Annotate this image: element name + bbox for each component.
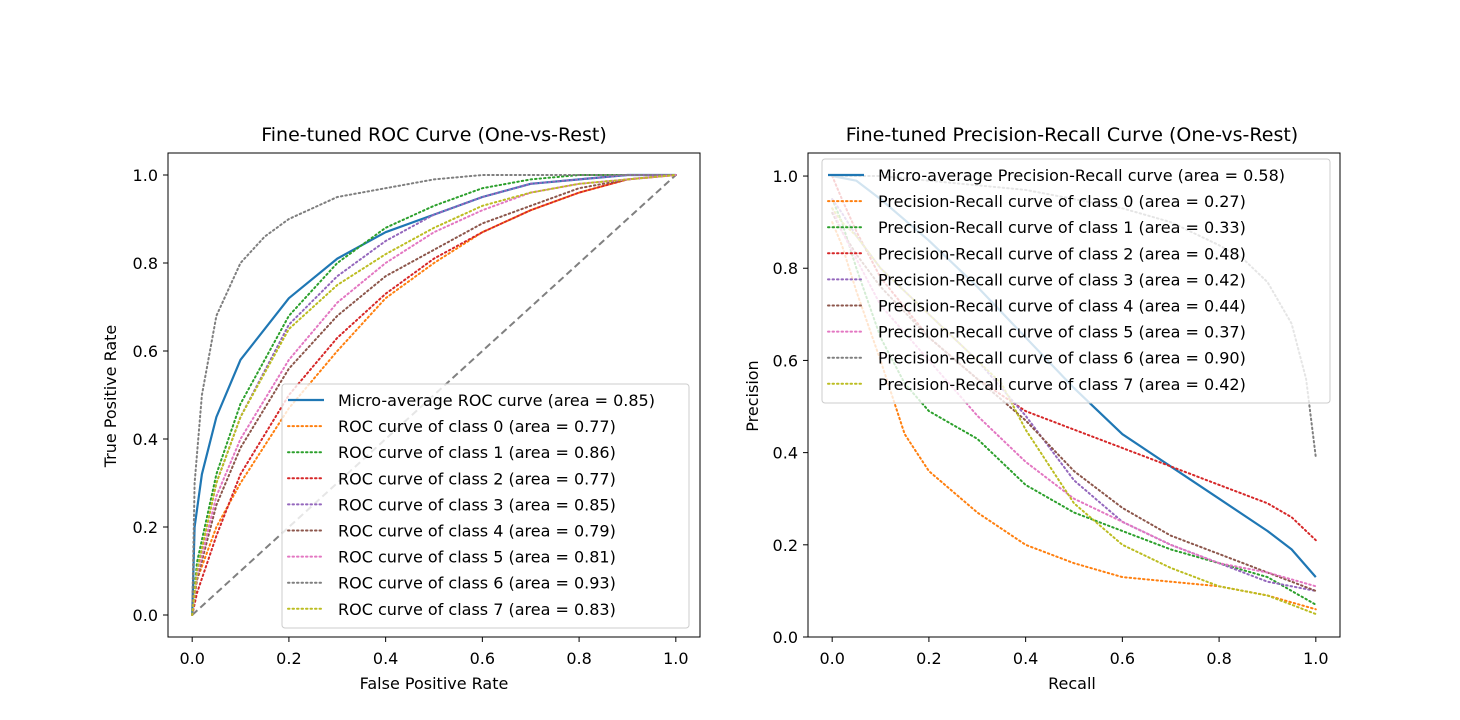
pr-series-line-8: [831, 207, 1317, 615]
pr-x-tick-label: 0.4: [1013, 649, 1038, 668]
roc-series-line-5: [191, 174, 677, 616]
roc-legend: Micro-average ROC curve (area = 0.85) ROC…: [281, 383, 690, 629]
pr-chart: Fine-tuned Precision-Recall Curve (One-v…: [743, 124, 1341, 693]
pr-series-line-5: [831, 211, 1317, 592]
pr-axes-frame: [807, 152, 1341, 638]
pr-legend-box: [821, 158, 1331, 404]
roc-legend-label: ROC curve of class 4 (area = 0.79): [338, 522, 616, 541]
roc-series-line-7: [191, 174, 677, 616]
pr-y-tick-label: 0.6: [773, 351, 798, 370]
pr-y-tick-label: 0.0: [773, 628, 798, 647]
pr-legend-label: Precision-Recall curve of class 1 (area …: [878, 218, 1246, 237]
pr-x-tick-label: 1.0: [1303, 649, 1328, 668]
roc-legend-label: ROC curve of class 7 (area = 0.83): [338, 600, 616, 619]
pr-legend-label: Precision-Recall curve of class 5 (area …: [878, 323, 1246, 342]
pr-legend-label: Precision-Recall curve of class 4 (area …: [878, 297, 1246, 316]
roc-axes-frame: [167, 152, 701, 638]
pr-legend-label: Micro-average Precision-Recall curve (ar…: [878, 166, 1285, 185]
roc-y-axis-label: True Positive Rate: [101, 325, 120, 469]
roc-series-line-8: [191, 174, 677, 616]
roc-y-tick-label: 0.0: [133, 606, 158, 625]
pr-legend-label: Precision-Recall curve of class 0 (area …: [878, 192, 1246, 211]
pr-chart-title: Fine-tuned Precision-Recall Curve (One-v…: [846, 124, 1298, 146]
roc-y-tick-label: 0.2: [133, 518, 158, 537]
roc-x-axis-label: False Positive Rate: [360, 674, 509, 693]
roc-series-line-1: [191, 174, 677, 616]
roc-x-tick-label: 1.0: [663, 649, 688, 668]
pr-legend-label: Precision-Recall curve of class 2 (area …: [878, 244, 1246, 263]
pr-legend-label: Precision-Recall curve of class 7 (area …: [878, 375, 1246, 394]
roc-x-tick-label: 0.6: [470, 649, 495, 668]
roc-legend-label: Micro-average ROC curve (area = 0.85): [338, 391, 655, 410]
pr-y-axis-label: Precision: [743, 360, 762, 431]
pr-legend-label: Precision-Recall curve of class 3 (area …: [878, 270, 1246, 289]
roc-legend-label: ROC curve of class 0 (area = 0.77): [338, 417, 616, 436]
roc-series-line-3: [191, 174, 677, 616]
pr-y-tick-label: 0.2: [773, 536, 798, 555]
pr-y-tick-label: 1.0: [773, 167, 798, 186]
pr-legend: Micro-average Precision-Recall curve (ar…: [821, 158, 1331, 404]
roc-legend-label: ROC curve of class 2 (area = 0.77): [338, 469, 616, 488]
roc-legend-box: [281, 383, 690, 629]
roc-x-tick-label: 0.0: [179, 649, 204, 668]
roc-diagonal-line: [191, 174, 677, 616]
roc-y-tick-label: 0.4: [133, 430, 158, 449]
pr-y-tick-label: 0.8: [773, 259, 798, 278]
roc-x-tick-label: 0.2: [276, 649, 301, 668]
pr-x-tick-label: 0.8: [1206, 649, 1231, 668]
roc-x-tick-label: 0.4: [373, 649, 398, 668]
roc-x-tick-label: 0.8: [566, 649, 591, 668]
roc-chart-title: Fine-tuned ROC Curve (One-vs-Rest): [261, 124, 607, 146]
roc-legend-label: ROC curve of class 5 (area = 0.81): [338, 548, 616, 567]
pr-x-axis-label: Recall: [1048, 674, 1096, 693]
roc-legend-label: ROC curve of class 6 (area = 0.93): [338, 574, 616, 593]
roc-chart: Fine-tuned ROC Curve (One-vs-Rest) False…: [101, 124, 701, 693]
roc-y-tick-label: 0.8: [133, 254, 158, 273]
pr-legend-label: Precision-Recall curve of class 6 (area …: [878, 349, 1246, 368]
roc-y-tick-label: 1.0: [133, 166, 158, 185]
pr-x-tick-label: 0.0: [819, 649, 844, 668]
pr-x-tick-label: 0.6: [1110, 649, 1135, 668]
pr-x-tick-label: 0.2: [916, 649, 941, 668]
roc-legend-label: ROC curve of class 1 (area = 0.86): [338, 443, 616, 462]
pr-y-tick-label: 0.4: [773, 444, 798, 463]
roc-legend-label: ROC curve of class 3 (area = 0.85): [338, 495, 616, 514]
roc-y-tick-label: 0.6: [133, 342, 158, 361]
